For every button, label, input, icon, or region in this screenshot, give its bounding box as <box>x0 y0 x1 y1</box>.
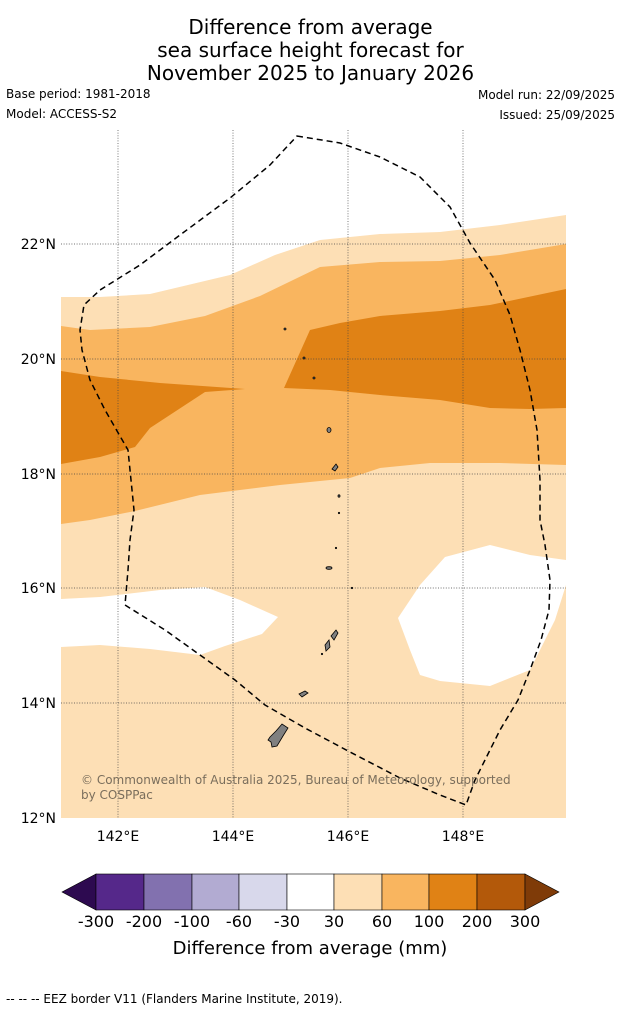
colorbar-label: 30 <box>324 912 344 931</box>
island <box>350 586 354 590</box>
colorbar-swatch <box>476 873 526 911</box>
island <box>334 546 338 550</box>
colorbar-labels: -300 -200 -100 -60 -30 30 60 100 200 300… <box>78 912 540 959</box>
lat-tick-label: 18°N <box>21 467 56 483</box>
colorbar-swatch <box>191 873 240 911</box>
colorbar <box>61 873 560 911</box>
colorbar-swatch <box>286 873 335 911</box>
colorbar-swatch <box>381 873 430 911</box>
lat-tick-label: 14°N <box>21 696 56 712</box>
colorbar-swatch <box>333 873 383 911</box>
island <box>326 427 332 433</box>
anomaly-band-100-200-east <box>284 289 566 409</box>
lon-axis: 142°E 144°E 146°E 148°E <box>97 829 485 845</box>
lon-tick-label: 144°E <box>212 829 255 845</box>
colorbar-label: 100 <box>414 912 445 931</box>
lat-tick-label: 16°N <box>21 581 56 597</box>
anomaly-band-neutral-north <box>61 130 566 297</box>
colorbar-swatch <box>238 873 288 911</box>
map-area <box>61 130 566 818</box>
colorbar-title: Difference from average (mm) <box>173 938 448 959</box>
lon-tick-label: 146°E <box>327 829 370 845</box>
lat-tick-label: 20°N <box>21 352 56 368</box>
island <box>324 639 331 652</box>
island <box>337 494 341 498</box>
island-guam <box>267 723 289 748</box>
lon-tick-label: 142°E <box>97 829 140 845</box>
colorbar-label: -300 <box>78 912 114 931</box>
colorbar-swatch <box>428 873 478 911</box>
colorbar-label: -100 <box>174 912 210 931</box>
island <box>337 511 341 515</box>
title-line-2: sea surface height forecast for <box>157 38 464 62</box>
base-period-label: Base period: 1981-2018 <box>6 87 151 101</box>
anomaly-band-neutral-east <box>398 545 566 686</box>
colorbar-label: -60 <box>226 912 252 931</box>
title-line-3: November 2025 to January 2026 <box>146 61 475 85</box>
anomaly-band-100-200-west <box>61 371 245 464</box>
island <box>283 327 287 331</box>
colorbar-label: 200 <box>462 912 493 931</box>
island <box>330 629 339 641</box>
colorbar-label: 60 <box>372 912 392 931</box>
island <box>312 376 316 380</box>
island <box>320 652 324 656</box>
lat-tick-label: 12°N <box>21 811 56 827</box>
colorbar-swatch <box>95 873 145 911</box>
model-run-label: Model run: 22/09/2025 <box>477 88 615 102</box>
model-label: Model: ACCESS-S2 <box>6 107 118 121</box>
island <box>302 356 306 360</box>
lat-axis: 22°N 20°N 18°N 16°N 14°N 12°N <box>21 237 56 827</box>
eez-legend: -- -- -- EEZ border V11 (Flanders Marine… <box>6 992 343 1006</box>
colorbar-extend-low <box>61 873 97 911</box>
title-line-1: Difference from average <box>188 15 433 39</box>
anomaly-band-neutral-west <box>61 587 278 655</box>
island <box>298 690 309 698</box>
issued-label: Issued: 25/09/2025 <box>499 108 615 122</box>
islands <box>267 327 354 748</box>
eez-border <box>79 135 551 806</box>
colorbar-label: 300 <box>510 912 541 931</box>
colorbar-label: -200 <box>126 912 162 931</box>
lat-tick-label: 22°N <box>21 237 56 253</box>
colorbar-extend-high <box>524 873 560 911</box>
chart-title: Difference from average sea surface heig… <box>0 16 621 85</box>
lon-tick-label: 148°E <box>442 829 485 845</box>
island <box>331 463 339 472</box>
colorbar-label: -30 <box>274 912 300 931</box>
graticule <box>61 130 566 818</box>
colorbar-swatch <box>143 873 193 911</box>
copyright-notice: © Commonwealth of Australia 2025, Bureau… <box>81 773 511 802</box>
island <box>325 566 333 570</box>
